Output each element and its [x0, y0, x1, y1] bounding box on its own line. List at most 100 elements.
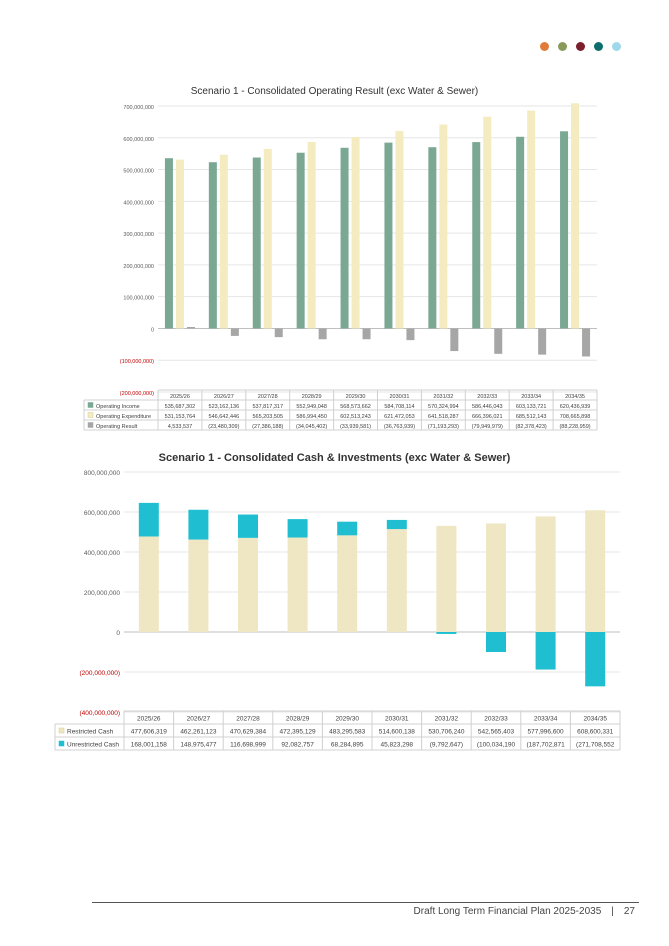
bar-operating-result	[406, 328, 415, 341]
y-tick-label: 200,000,000	[84, 590, 121, 597]
data-label: 477,606,319	[131, 729, 168, 736]
bar-operating-expenditure	[571, 103, 580, 329]
data-label: 603,133,721	[516, 404, 547, 410]
data-label: (79,949,979)	[472, 424, 503, 430]
x-category-label: 2027/28	[236, 716, 260, 723]
bar-restricted-cash	[238, 537, 258, 632]
y-tick-label: 0	[151, 327, 154, 333]
data-label: 608,600,331	[577, 729, 614, 736]
x-category-label: 2033/34	[534, 716, 558, 723]
bar-unrestricted-cash	[486, 632, 506, 653]
y-tick-label: (200,000,000)	[80, 670, 120, 677]
x-category-label: 2033/34	[521, 394, 541, 400]
x-category-label: 2030/31	[385, 716, 409, 723]
bar-operating-result	[582, 328, 591, 357]
bar-operating-result	[274, 328, 283, 338]
data-label: 685,512,143	[516, 414, 547, 420]
bar-unrestricted-cash	[436, 632, 457, 634]
bar-restricted-cash	[585, 510, 606, 632]
document-title: Draft Long Term Financial Plan 2025-2035	[413, 906, 602, 917]
data-label: 666,396,021	[472, 414, 503, 420]
bar-operating-income	[516, 136, 525, 329]
y-tick-label: 600,000,000	[84, 510, 121, 517]
bar-operating-result	[362, 328, 371, 340]
legend-entry: Restricted Cash	[67, 729, 114, 736]
data-label: 530,706,240	[428, 729, 465, 736]
data-label: (271,708,552	[576, 742, 615, 749]
x-category-label: 2027/28	[258, 394, 278, 400]
bar-operating-expenditure	[351, 136, 360, 329]
bar-operating-expenditure	[527, 110, 536, 329]
bar-restricted-cash	[386, 529, 407, 632]
data-label: 523,162,136	[209, 404, 240, 410]
bar-operating-income	[428, 147, 437, 329]
data-label: 148,975,477	[180, 742, 217, 749]
operating-result-chart: 700,000,000 600,000,000 500,000,000 400,000…	[83, 103, 598, 431]
bar-operating-income	[296, 152, 305, 329]
bar-restricted-cash	[337, 535, 358, 632]
header-dots	[540, 42, 621, 51]
bar-operating-expenditure	[439, 124, 448, 329]
data-label: (36,763,939)	[384, 424, 415, 430]
data-label: (33,939,581)	[340, 424, 371, 430]
data-label: 577,996,600	[528, 729, 565, 736]
data-label: 483,295,583	[329, 729, 366, 736]
legend-entry: Operating Expenditure	[96, 414, 151, 420]
bar-restricted-cash	[188, 539, 209, 632]
bar-operating-expenditure	[307, 141, 316, 329]
y-tick-label: (100,000,000)	[120, 359, 154, 365]
data-label: (71,193,293)	[428, 424, 459, 430]
footer: Draft Long Term Financial Plan 2025-2035…	[414, 906, 635, 917]
x-category-label: 2028/29	[302, 394, 322, 400]
bar-operating-result	[230, 328, 239, 336]
header-dot	[612, 42, 621, 51]
data-label: 552,949,048	[296, 404, 327, 410]
bar-operating-income	[560, 131, 569, 329]
legend-entry: Operating Income	[96, 404, 140, 410]
bar-operating-income	[252, 157, 261, 329]
y-tick-label: 400,000,000	[84, 550, 121, 557]
bar-unrestricted-cash	[386, 519, 407, 530]
bar-operating-result	[538, 328, 547, 355]
bar-operating-expenditure	[483, 116, 492, 329]
bar-restricted-cash	[287, 537, 308, 632]
x-category-label: 2028/29	[286, 716, 310, 723]
data-label: 708,665,898	[560, 414, 591, 420]
data-label: 45,823,298	[381, 742, 414, 749]
data-label: 565,203,505	[252, 414, 283, 420]
chart2-title: Scenario 1 - Consolidated Cash & Investm…	[158, 452, 511, 464]
bar-unrestricted-cash	[138, 502, 159, 537]
data-label: 92,082,757	[281, 742, 314, 749]
bar-operating-expenditure	[219, 154, 228, 329]
data-label: 542,565,403	[478, 729, 515, 736]
bar-operating-result	[450, 328, 459, 352]
x-category-label: 2032/33	[477, 394, 497, 400]
x-category-label: 2031/32	[433, 394, 453, 400]
y-tick-label: 200,000,000	[123, 264, 154, 270]
y-tick-label: 400,000,000	[123, 200, 154, 206]
x-category-label: 2026/27	[187, 716, 211, 723]
bar-operating-income	[164, 158, 173, 329]
legend-swatch	[58, 727, 65, 734]
data-label: 531,153,764	[165, 414, 196, 420]
y-tick-label: 100,000,000	[123, 296, 154, 302]
data-label: 462,261,123	[180, 729, 217, 736]
y-tick-label: (400,000,000)	[80, 710, 120, 717]
bar-unrestricted-cash	[287, 519, 308, 538]
data-label: 537,817,317	[252, 404, 283, 410]
x-category-label: 2032/33	[484, 716, 508, 723]
data-label: 568,573,662	[340, 404, 371, 410]
legend-entry: Unrestricted Cash	[67, 742, 119, 749]
bar-operating-income	[340, 147, 349, 329]
y-tick-label: 0	[116, 630, 120, 637]
legend-swatch	[58, 740, 65, 747]
data-label: (34,045,402)	[296, 424, 327, 430]
data-label: 546,642,446	[209, 414, 240, 420]
data-label: (9,792,647)	[430, 742, 463, 749]
bar-operating-income	[384, 142, 393, 329]
bar-unrestricted-cash	[188, 509, 209, 540]
data-label: 586,446,043	[472, 404, 503, 410]
x-category-label: 2034/35	[583, 716, 607, 723]
data-label: 116,698,999	[230, 742, 266, 749]
data-label: 602,513,243	[340, 414, 371, 420]
